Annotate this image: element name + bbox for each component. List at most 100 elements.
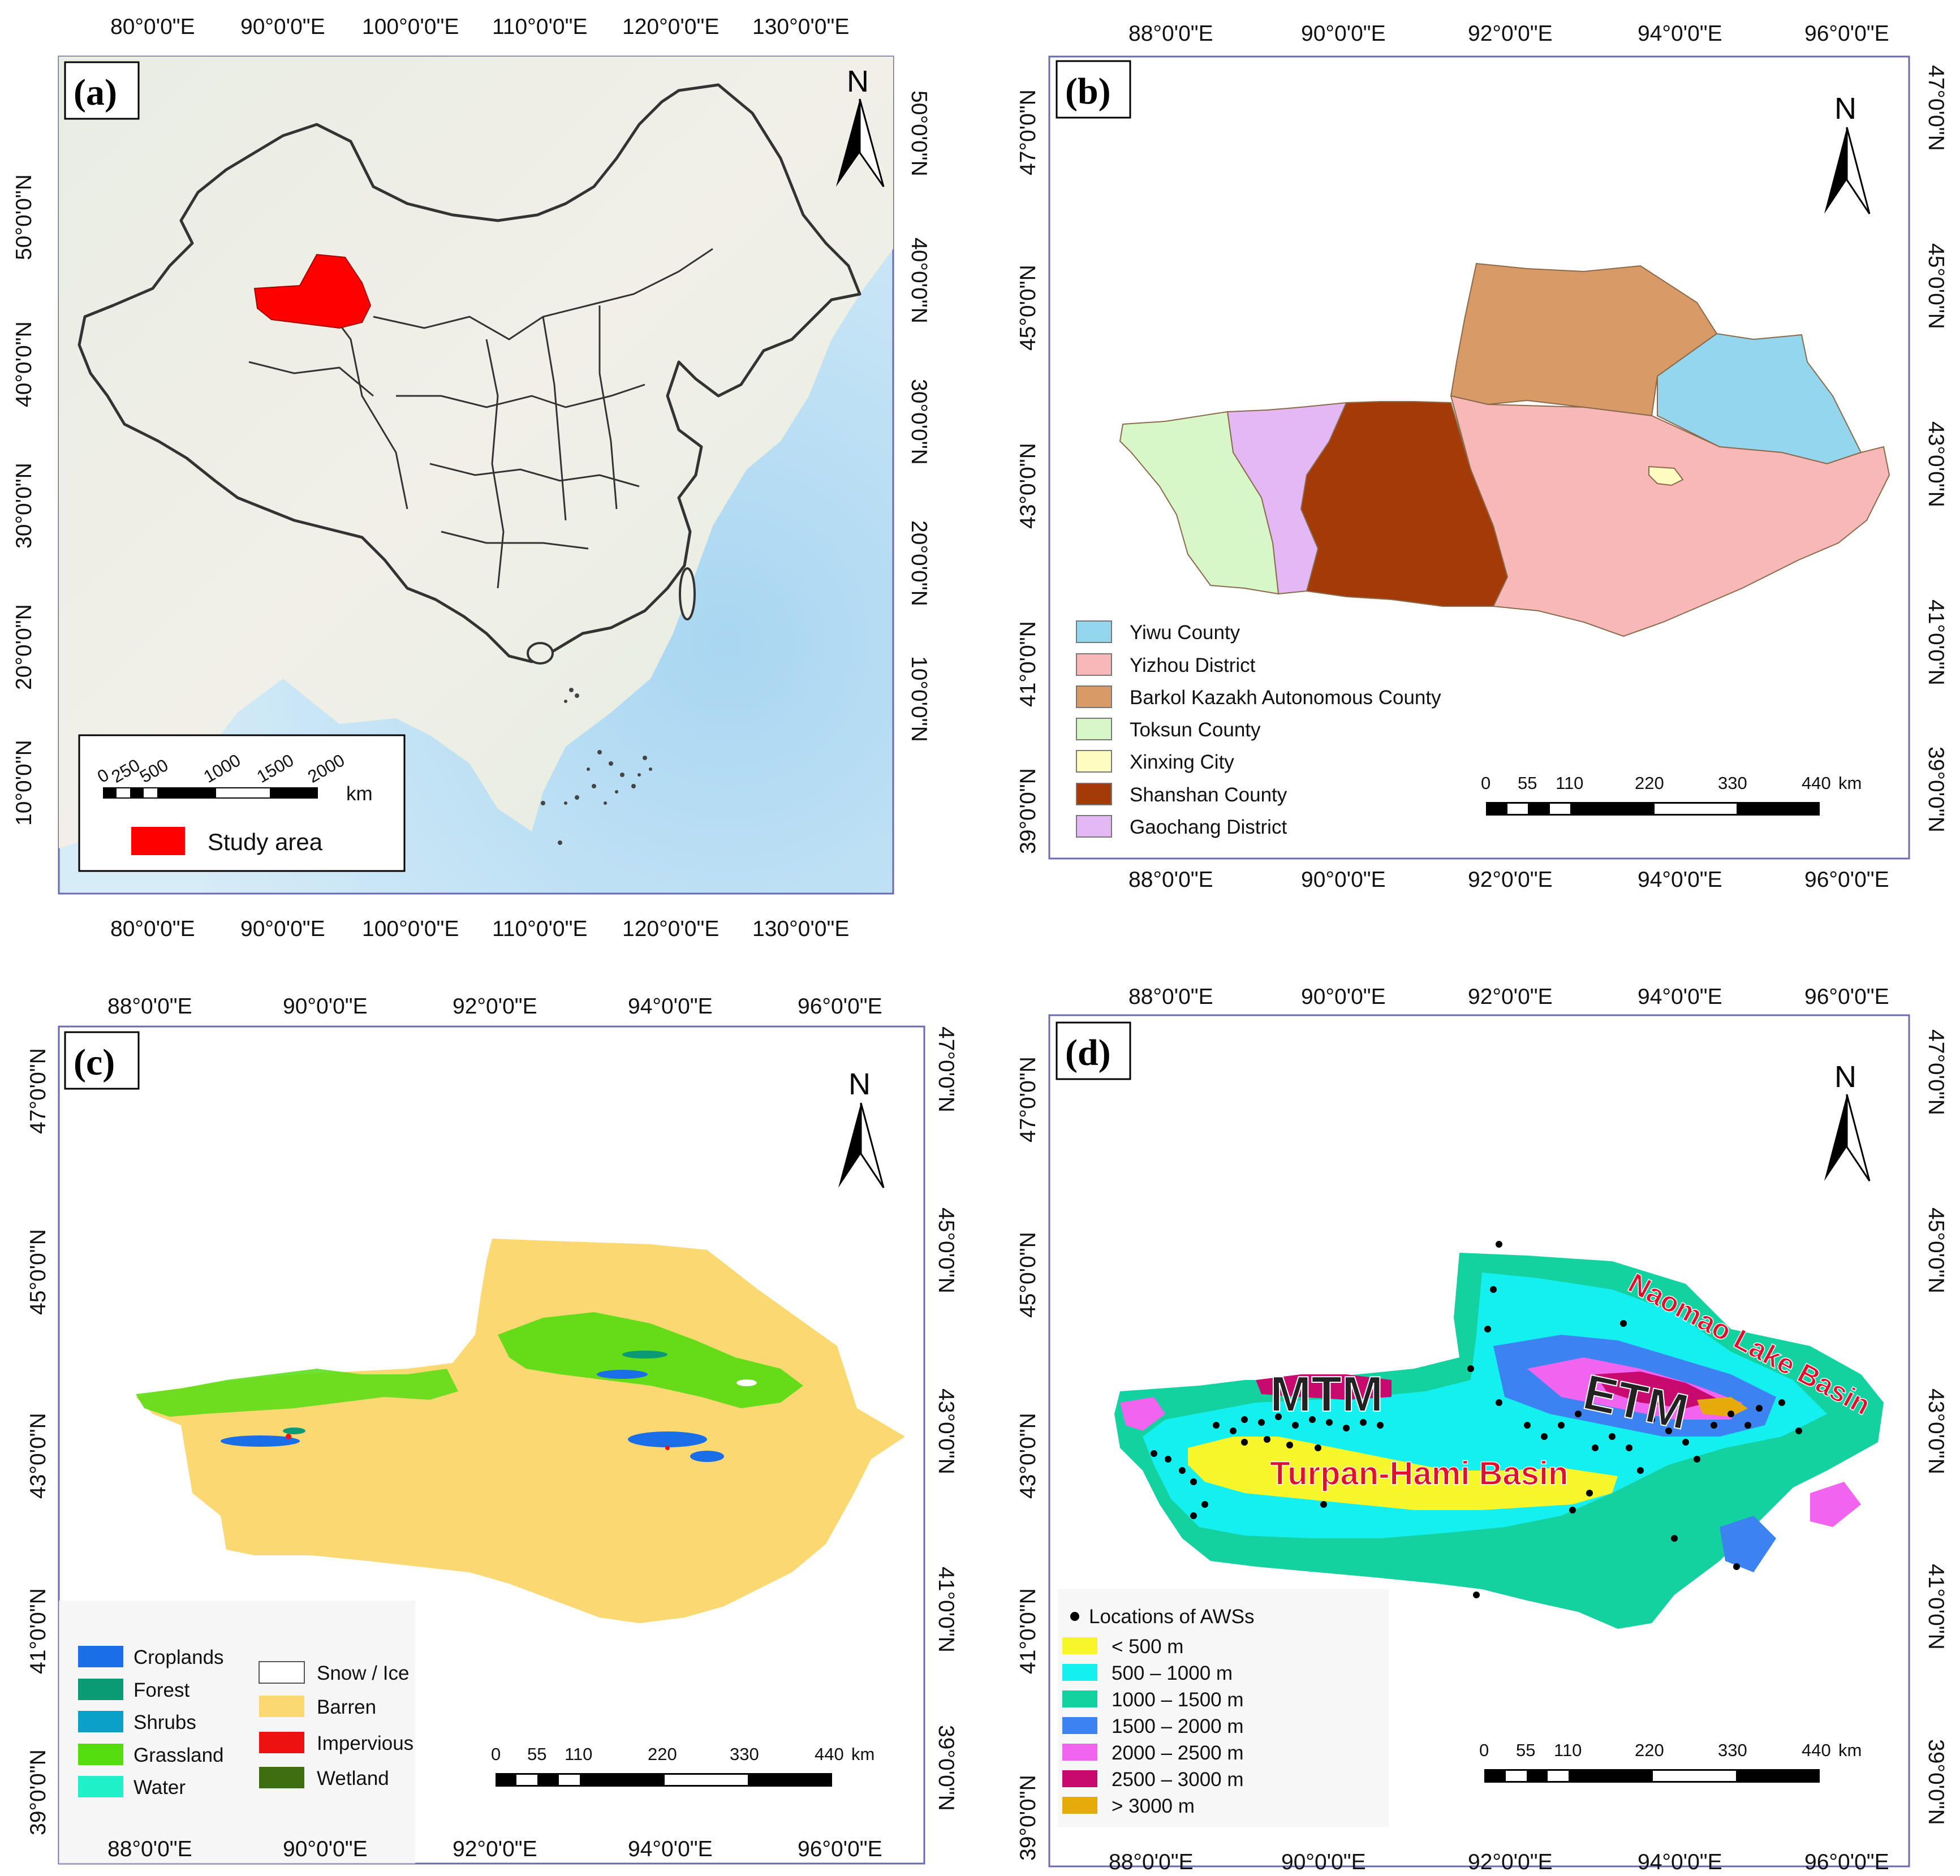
b-lat-r-1: 45°0'0"N xyxy=(1924,243,1948,329)
panel-a-scale-unit: km xyxy=(346,783,373,805)
elevation-lt-500 xyxy=(1188,1437,1618,1510)
d-lon-top-4: 96°0'0"E xyxy=(1804,985,1889,1009)
b-lat-l-2: 43°0'0"N xyxy=(1016,443,1040,529)
a-lat-r-4: 10°0'0"N xyxy=(907,656,931,742)
panel-d-lat-right: 47°0'0"N 45°0'0"N 43°0'0"N 41°0'0"N 39°0… xyxy=(1924,1029,1948,1825)
b-scale-5: 440 xyxy=(1802,773,1831,793)
a-lon-bot-3: 110°0'0"E xyxy=(492,917,587,941)
panel-d-legend-box xyxy=(1058,1589,1389,1827)
d-lat-r-2: 43°0'0"N xyxy=(1924,1388,1948,1474)
panel-c-lat-right: 47°0'0"N 45°0'0"N 43°0'0"N 41°0'0"N 39°0… xyxy=(934,1027,958,1811)
b-lat-l-0: 47°0'0"N xyxy=(1016,89,1040,175)
c-lon-top-1: 90°0'0"E xyxy=(283,994,368,1019)
d-lat-l-2: 43°0'0"N xyxy=(1016,1413,1040,1499)
landcover-grassland-west xyxy=(136,1369,458,1417)
panel-b-north-arrow-icon xyxy=(1824,127,1871,214)
a-lat-l-3: 20°0'0"N xyxy=(12,604,36,690)
c-legend-l-0: Croplands xyxy=(133,1646,224,1668)
a-lat-l-1: 40°0'0"N xyxy=(12,321,36,407)
panel-a-study-area-swatch xyxy=(131,827,185,855)
d-lon-bot-0: 88°0'0"E xyxy=(1109,1850,1194,1874)
panel-b-label-box xyxy=(1056,60,1131,119)
b-lon-top-1: 90°0'0"E xyxy=(1301,21,1386,46)
d-lat-l-3: 41°0'0"N xyxy=(1016,1588,1040,1674)
elevation-mtm-west xyxy=(1120,1397,1165,1431)
landcover-grassland-east xyxy=(498,1312,803,1408)
b-legend-2: Barkol Kazakh Autonomous County xyxy=(1130,687,1441,709)
a-lat-r-1: 40°0'0"N xyxy=(907,238,931,324)
d-lon-top-0: 88°0'0"E xyxy=(1128,985,1213,1009)
b-legend-5: Shanshan County xyxy=(1130,784,1287,806)
south-china-sea-islands xyxy=(541,688,652,845)
b-lon-bot-3: 94°0'0"E xyxy=(1638,868,1722,892)
c-scale-1: 55 xyxy=(527,1744,546,1764)
b-legend-3: Toksun County xyxy=(1130,719,1261,741)
a-lat-r-0: 50°0'0"N xyxy=(907,90,931,176)
b-lat-r-3: 41°0'0"N xyxy=(1924,600,1948,685)
c-legend-l-3: Grassland xyxy=(133,1744,224,1766)
b-lat-l-1: 45°0'0"N xyxy=(1016,265,1040,351)
c-lon-bot-1: 90°0'0"E xyxy=(283,1837,368,1861)
b-lon-top-4: 96°0'0"E xyxy=(1804,21,1889,46)
panel-b-lon-bottom: 88°0'0"E 90°0'0"E 92°0'0"E 94°0'0"E 96°0… xyxy=(1128,868,1889,892)
a-lat-l-2: 30°0'0"N xyxy=(12,463,36,549)
a-lat-l-4: 10°0'0"N xyxy=(12,740,36,826)
c-lat-r-0: 47°0'0"N xyxy=(934,1027,958,1112)
elevation-1500-2000-east xyxy=(1720,1516,1776,1572)
panel-a-scale-bar xyxy=(103,787,318,799)
a-lon-top-2: 100°0'0"E xyxy=(362,15,459,39)
c-lon-bot-4: 96°0'0"E xyxy=(798,1837,882,1861)
panel-d-legend: < 500 m 500 – 1000 m 1000 – 1500 m 1500 … xyxy=(1062,1636,1244,1817)
c-scale-5: 440 xyxy=(815,1744,844,1764)
c-lat-r-3: 41°0'0"N xyxy=(934,1567,958,1653)
a-lon-top-4: 120°0'0"E xyxy=(622,15,719,39)
a-lon-top-3: 110°0'0"E xyxy=(492,15,587,39)
elevation-south-east xyxy=(1810,1482,1861,1527)
hainan-island xyxy=(527,642,554,665)
a-lon-bot-0: 80°0'0"E xyxy=(110,917,195,941)
c-lon-top-4: 96°0'0"E xyxy=(798,994,882,1019)
panel-b-lat-right: 47°0'0"N 45°0'0"N 43°0'0"N 41°0'0"N 39°0… xyxy=(1924,65,1948,833)
panel-c-label-box xyxy=(64,1031,140,1090)
panel-c-legend: Croplands Forest Shrubs Grassland Water … xyxy=(78,1646,413,1799)
b-legend-6: Gaochang District xyxy=(1130,816,1287,838)
b-scale-3: 220 xyxy=(1635,773,1664,793)
b-scale-2: 110 xyxy=(1556,773,1583,793)
turpan-basin-label: Turpan-Hami Basin xyxy=(1270,1455,1568,1492)
c-legend-r-2: Impervious xyxy=(317,1732,413,1754)
landcover-forest xyxy=(283,1351,667,1434)
a-lon-top-0: 80°0'0"E xyxy=(110,15,195,39)
panel-c-north-letter: N xyxy=(848,1067,871,1101)
a-lat-r-3: 20°0'0"N xyxy=(907,520,931,606)
c-lat-l-0: 47°0'0"N xyxy=(26,1048,50,1134)
panel-c-lon-top: 88°0'0"E 90°0'0"E 92°0'0"E 94°0'0"E 96°0… xyxy=(107,994,882,1019)
d-legend-0: < 500 m xyxy=(1112,1636,1183,1658)
d-legend-points: Locations of AWSs xyxy=(1089,1606,1254,1628)
china-outline xyxy=(77,83,861,663)
b-lat-l-4: 39°0'0"N xyxy=(1016,768,1040,854)
panel-b-lat-left: 47°0'0"N 45°0'0"N 43°0'0"N 41°0'0"N 39°0… xyxy=(1016,89,1040,854)
panel-b-scale-bar xyxy=(1486,802,1820,816)
taiwan-island xyxy=(679,567,696,620)
b-lon-top-0: 88°0'0"E xyxy=(1128,21,1213,46)
a-lat-l-0: 50°0'0"N xyxy=(12,174,36,260)
d-legend-4: 2000 – 2500 m xyxy=(1112,1742,1244,1764)
panel-d-label-box xyxy=(1056,1021,1131,1080)
d-lon-top-2: 92°0'0"E xyxy=(1468,985,1553,1009)
panel-a: (a) N 0 250 500 1000 1500 2000 km Study … xyxy=(12,15,931,941)
b-lat-r-4: 39°0'0"N xyxy=(1924,747,1948,833)
c-lon-top-3: 94°0'0"E xyxy=(628,994,713,1019)
panel-b-label: (b) xyxy=(1065,71,1111,112)
c-scale-4: 330 xyxy=(730,1744,759,1764)
panel-a-land xyxy=(59,57,893,848)
d-lon-bot-3: 94°0'0"E xyxy=(1638,1850,1722,1874)
c-legend-l-2: Shrubs xyxy=(133,1711,196,1733)
panel-a-lat-left: 50°0'0"N 40°0'0"N 30°0'0"N 20°0'0"N 10°0… xyxy=(12,174,36,826)
panel-a-label: (a) xyxy=(74,72,117,113)
panel-c-scale-bar xyxy=(496,1773,832,1787)
panel-a-label-box xyxy=(64,61,140,120)
c-legend-r-1: Barren xyxy=(317,1696,376,1718)
region-xinxing xyxy=(1648,465,1684,486)
d-scale-5: 440 xyxy=(1802,1740,1831,1760)
study-area-region xyxy=(253,253,372,329)
